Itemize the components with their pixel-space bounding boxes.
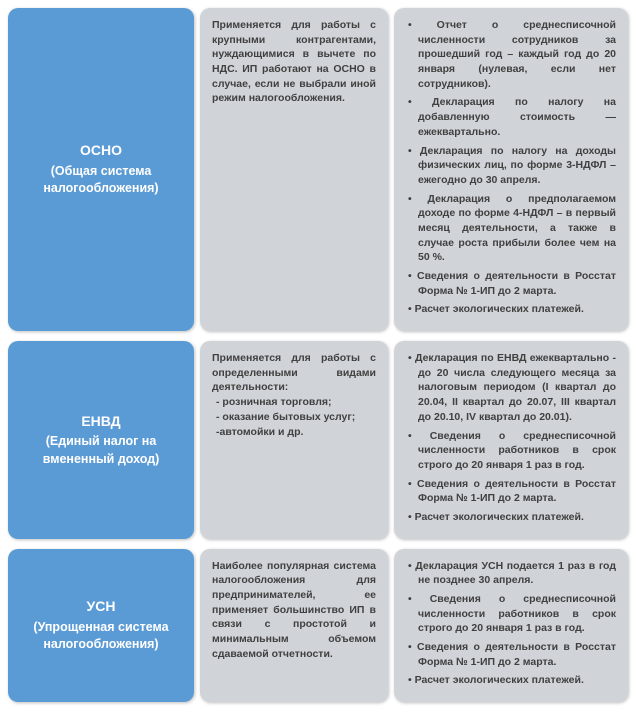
tax-desc-sub: - оказание бытовых услуг; <box>212 410 376 425</box>
report-item: Декларация о предполагаемом доходе по фо… <box>408 192 616 265</box>
tax-system-row: ОСНО(Общая система налогообложения)Приме… <box>8 8 628 331</box>
tax-system-row: УСН(Упрощенная система налогообложения)Н… <box>8 549 628 703</box>
tax-abbr: ОСНО <box>20 141 182 161</box>
tax-desc-card: Применяется для работы с крупными контра… <box>200 8 388 331</box>
tax-reports-card: Отчет о среднесписочной численности сотр… <box>394 8 628 331</box>
tax-full-name: (Упрощенная система налогообложения) <box>20 619 182 654</box>
report-item: Сведения о деятельности в Росстат Форма … <box>408 477 616 506</box>
tax-full-name: (Единый налог на вмененный доход) <box>20 433 182 468</box>
tax-name-card: ОСНО(Общая система налогообложения) <box>8 8 194 331</box>
tax-full-name: (Общая система налогообложения) <box>20 163 182 198</box>
report-item: Декларация по налогу на добавленную стои… <box>408 95 616 139</box>
report-item: Декларация по налогу на доходы физически… <box>408 144 616 188</box>
report-item: Декларация УСН подается 1 раз в год не п… <box>408 559 616 588</box>
tax-reports-card: Декларация УСН подается 1 раз в год не п… <box>394 549 628 703</box>
report-item: Сведения о деятельности в Росстат Форма … <box>408 269 616 298</box>
report-item: Расчет экологических платежей. <box>408 510 616 525</box>
tax-desc-text: Применяется для работы с крупными контра… <box>212 18 376 106</box>
report-item: Сведения о среднесписочной численности р… <box>408 592 616 636</box>
reports-list: Декларация по ЕНВД ежеквартально - до 20… <box>406 351 616 525</box>
report-item: Расчет экологических платежей. <box>408 302 616 317</box>
tax-abbr: ЕНВД <box>20 412 182 432</box>
reports-list: Отчет о среднесписочной численности сотр… <box>406 18 616 317</box>
report-item: Расчет экологических платежей. <box>408 673 616 688</box>
tax-desc-card: Наиболее популярная система налогообложе… <box>200 549 388 703</box>
tax-name-card: УСН(Упрощенная система налогообложения) <box>8 549 194 703</box>
tax-desc-card: Применяется для работы с определенными в… <box>200 341 388 539</box>
tax-name-card: ЕНВД(Единый налог на вмененный доход) <box>8 341 194 539</box>
tax-desc-sub: - розничная торговля; <box>212 395 376 410</box>
tax-desc-sub: -автомойки и др. <box>212 425 376 440</box>
report-item: Отчет о среднесписочной численности сотр… <box>408 18 616 91</box>
report-item: Декларация по ЕНВД ежеквартально - до 20… <box>408 351 616 424</box>
tax-reports-card: Декларация по ЕНВД ежеквартально - до 20… <box>394 341 628 539</box>
tax-desc-text: Наиболее популярная система налогообложе… <box>212 559 376 662</box>
report-item: Сведения о деятельности в Росстат Форма … <box>408 640 616 669</box>
reports-list: Декларация УСН подается 1 раз в год не п… <box>406 559 616 689</box>
tax-desc-text: Применяется для работы с определенными в… <box>212 351 376 395</box>
tax-system-row: ЕНВД(Единый налог на вмененный доход) При… <box>8 341 628 539</box>
tax-abbr: УСН <box>20 597 182 617</box>
report-item: Сведения о среднесписочной численности р… <box>408 429 616 473</box>
